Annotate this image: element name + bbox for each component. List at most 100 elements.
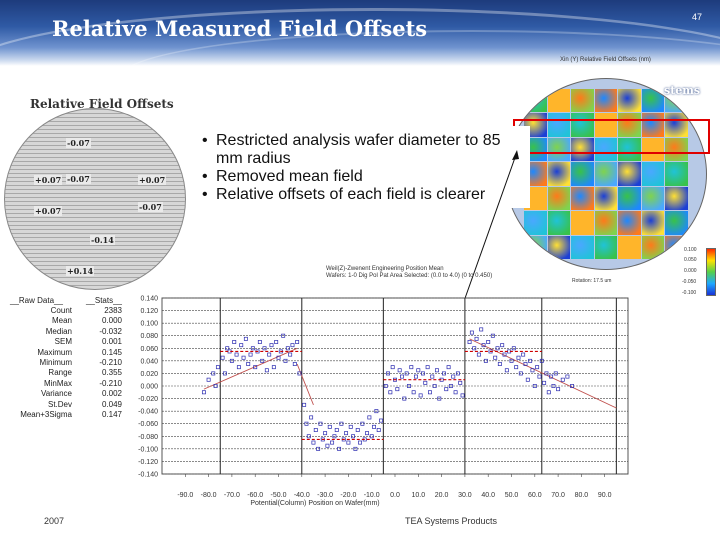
bullet-item: • Relative offsets of each field is clear… [196,186,526,204]
wafer-field-cell [547,235,571,259]
wafer-field-cell [547,211,571,235]
stats-value: 0.002 [101,389,122,399]
data-point [215,365,220,370]
wafer-field-cell [594,186,618,211]
data-point [460,393,465,398]
data-point [239,343,244,348]
data-point [334,428,339,432]
y-tick-label: 0.000 [140,384,158,391]
data-point [448,384,453,388]
data-point [232,340,237,344]
data-point [386,371,390,376]
data-point [455,371,460,376]
data-point [458,380,463,385]
wafer-field-cell [618,211,641,235]
wafer-field-cell [665,137,688,162]
data-point [544,371,549,376]
data-point [511,346,516,351]
data-point [236,365,241,370]
fit-line [469,338,617,409]
data-point [421,371,425,376]
data-point [267,352,272,357]
data-point [201,390,206,395]
stats-label: Mean [51,316,72,326]
x-tick-label: -90.0 [177,492,193,499]
stats-row: Mean 0.000 [10,316,122,326]
data-point [525,377,530,382]
y-tick-label: -0.140 [138,472,158,479]
y-tick-label: 0.020 [140,371,158,378]
data-point [290,343,295,348]
data-point [222,371,227,376]
data-point [432,384,437,388]
x-tick-label: 30.0 [458,492,472,499]
wafer-field-cell [571,186,594,211]
fit-line [203,347,298,390]
stats-value: -0.210 [99,378,122,388]
data-point [351,434,356,439]
y-tick-label: 0.140 [140,296,158,303]
data-point [234,352,239,357]
wafer-field-cell [547,186,571,211]
data-point [523,362,528,366]
data-point [353,446,358,451]
title-banner [0,0,720,66]
y-tick-label: 0.080 [140,333,158,340]
y-tick-label: 0.060 [140,346,158,353]
stats-value: 0.145 [101,347,122,357]
data-point [318,421,323,426]
stats-row: Variance 0.002 [10,389,122,399]
wafer-field-cell [665,186,688,211]
data-point [565,374,570,379]
data-point [418,393,423,398]
wafer-field-cell [618,137,641,162]
data-point [430,374,435,379]
data-point [269,343,274,348]
data-point [325,443,330,448]
stats-label: St.Dev [47,399,72,409]
data-point [206,377,211,382]
data-point [327,424,332,429]
left-map-title: Relative Field Offsets [30,97,174,111]
right-wafer-map [505,78,707,270]
data-point [502,352,507,357]
banner-swirl [0,8,720,66]
data-point [402,396,407,401]
wafer-field-cell [641,89,665,113]
offset-scatter-chart: 0.140 0.120 0.100 0.080 0.060 0.040 0.020 0.000… [138,296,629,507]
x-axis-label: Potential(Column) Position on Wafer(mm) [250,500,379,507]
data-point [553,371,558,376]
stats-value: -0.032 [99,326,122,336]
map-title: Xin (Y) Relative Field Offsets (nm) [560,57,651,63]
x-tick-label: 40.0 [481,492,495,499]
data-point [241,355,246,360]
data-point [281,333,286,338]
data-point [229,358,234,363]
stats-label: Mean+3Sigma [20,409,72,419]
stats-row: St.Dev 0.049 [10,400,122,410]
x-tick-label: 70.0 [551,492,565,499]
scale-label: 0.100 [684,247,697,253]
x-tick-label: -10.0 [364,492,380,499]
data-point [493,355,498,360]
bullet-text: Removed mean field [216,168,363,185]
data-point [253,365,258,370]
data-point [274,340,279,344]
field-offset-label: -0.07 [138,202,163,212]
x-tick-label: 80.0 [575,492,589,499]
x-tick-label: -20.0 [340,492,356,499]
field-offset-label: +0.07 [138,175,167,185]
data-point [490,333,495,338]
stats-header-right: __Stats__ [85,296,122,305]
bullet-list: • Restricted analysis wafer diameter to 8… [188,126,530,208]
data-point [397,368,402,373]
left-wafer-vectors [5,109,185,289]
stats-value: 0.147 [101,409,122,419]
wafer-field-cell [524,89,547,113]
x-tick-label: -50.0 [271,492,287,499]
y-tick-label: 0.120 [140,308,158,315]
x-tick-label: -80.0 [201,492,217,499]
data-point [542,380,547,385]
wafer-field-cell [571,89,594,113]
data-point [395,387,400,392]
